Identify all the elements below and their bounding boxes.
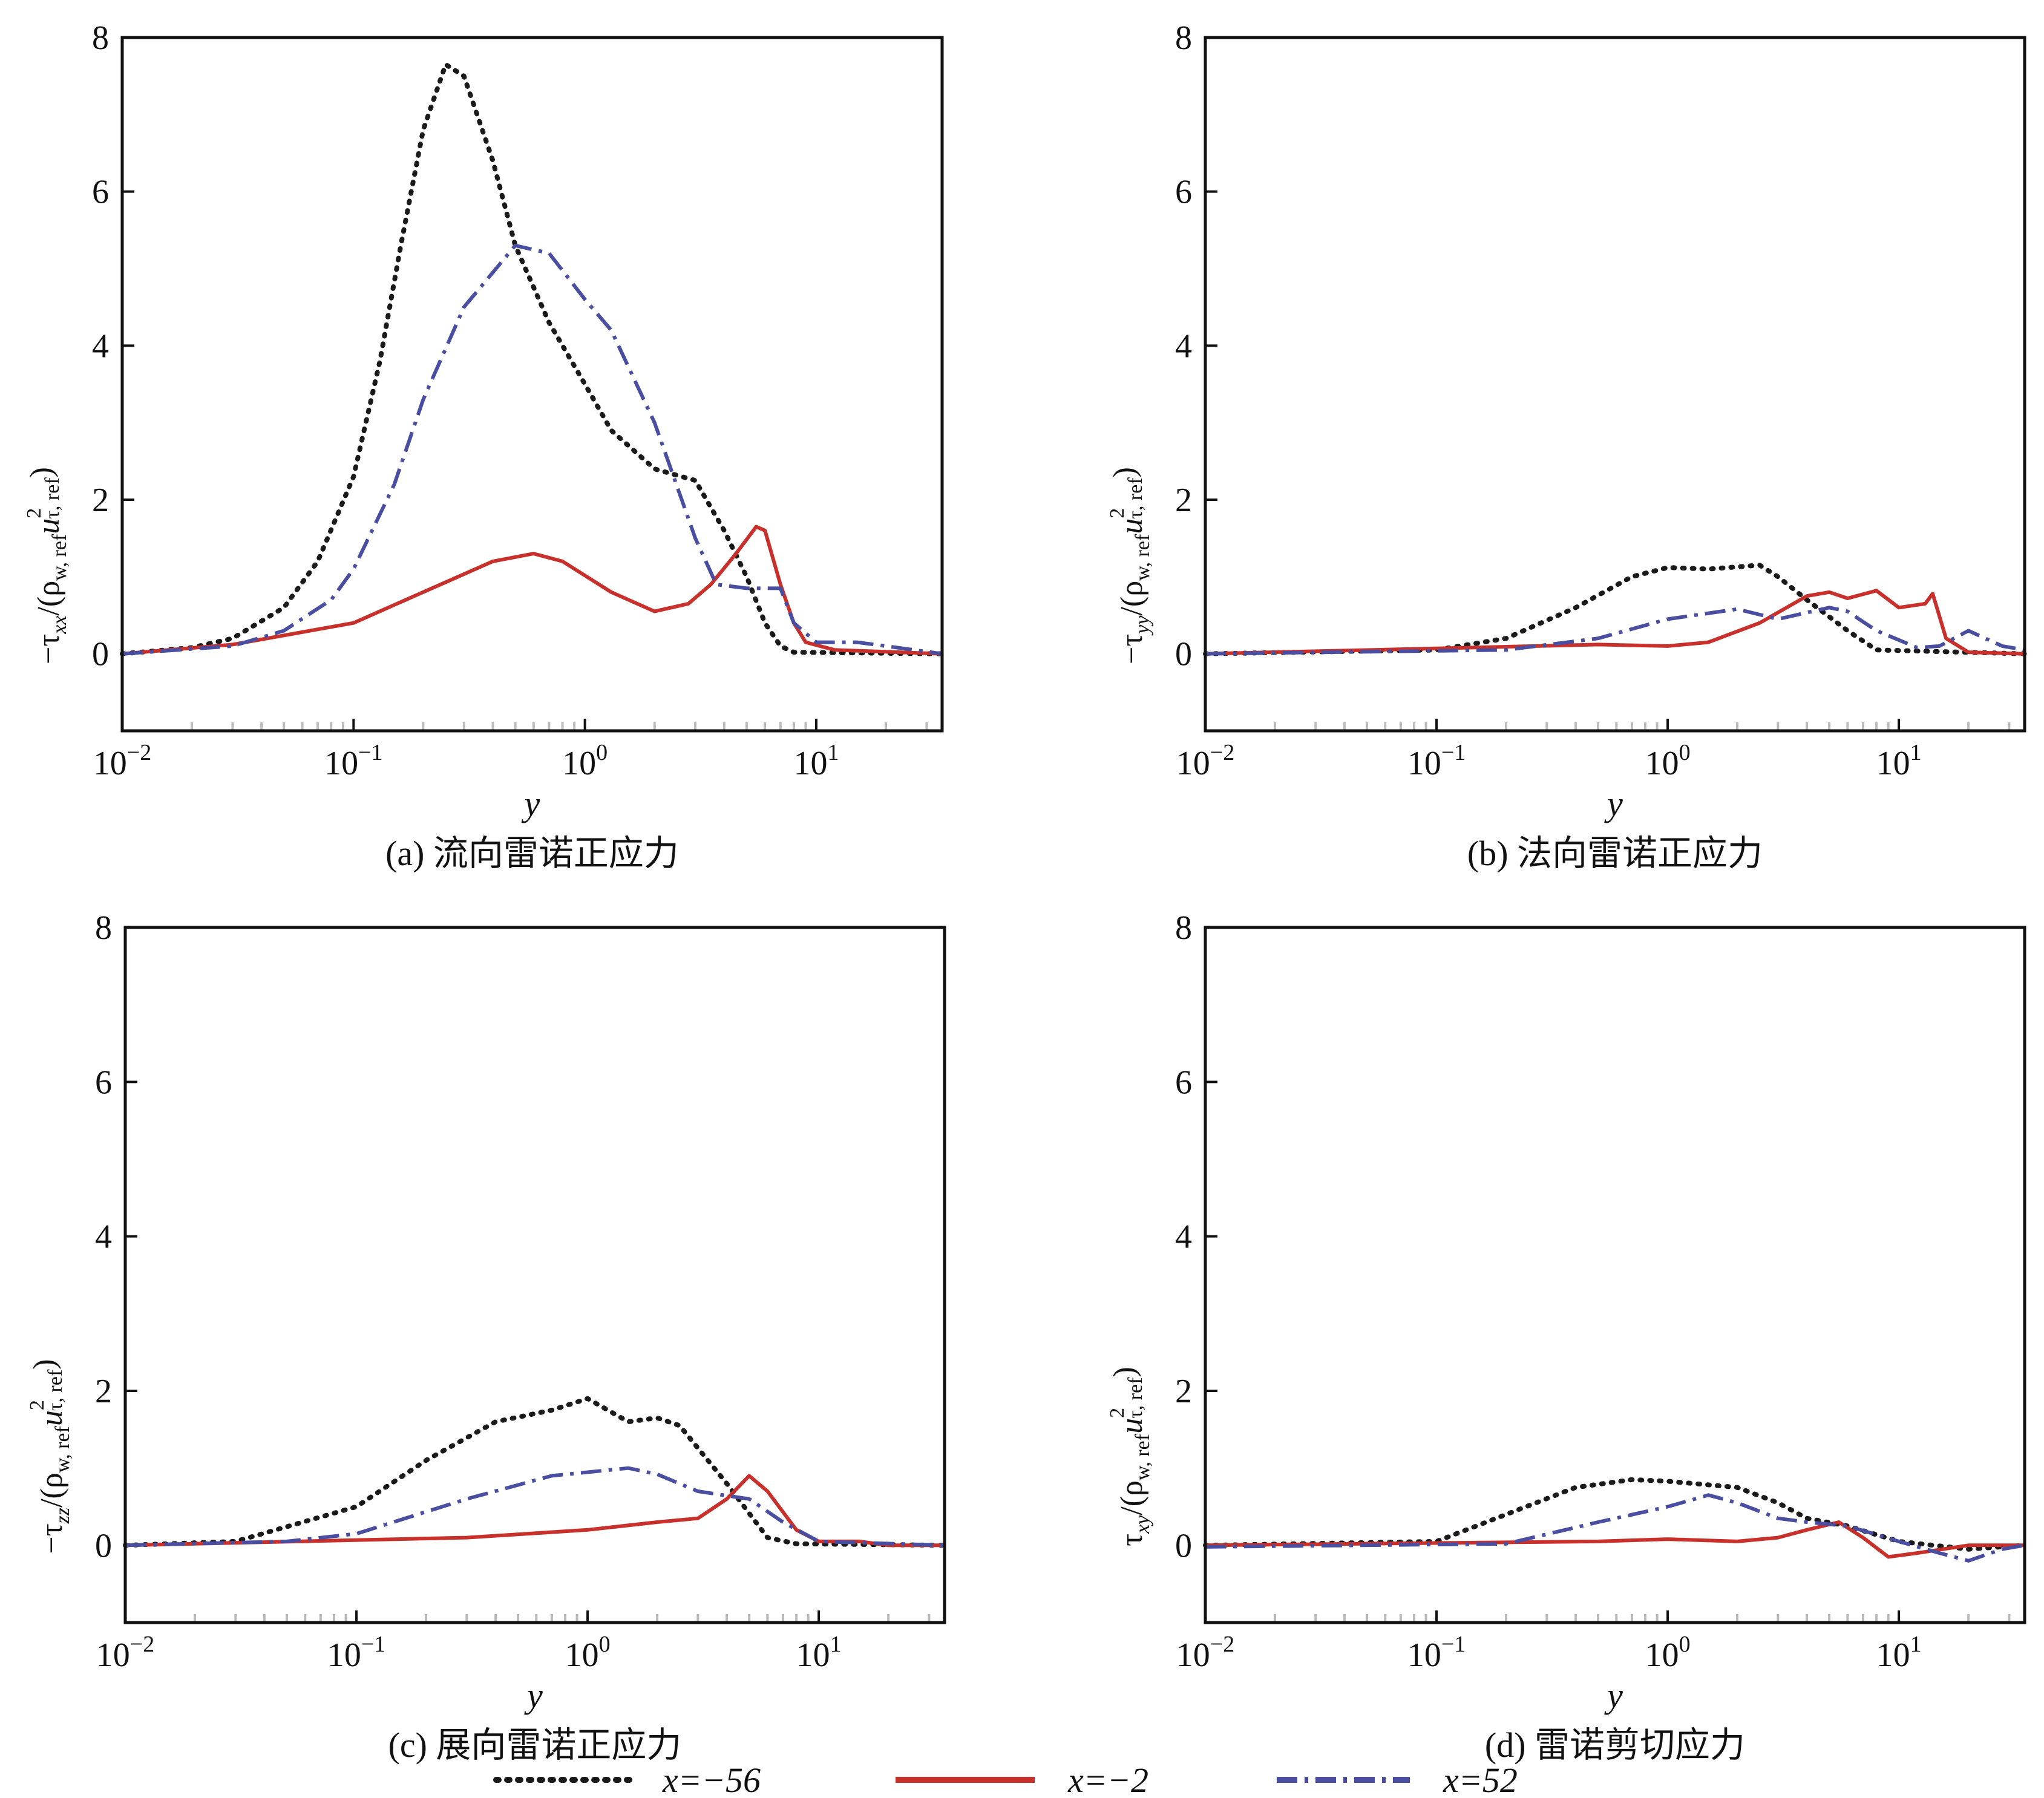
x-axis-label: y: [1604, 784, 1623, 823]
panel-caption: (b) 法向雷诺正应力: [1467, 834, 1763, 873]
plot-frame: [120, 36, 944, 733]
panel-b: 10−2 10−1 100 101 0 2 4 6 8 y (b) 法向雷诺正应力 −τyy/(ρw,…: [1106, 19, 2027, 873]
x-tick-label: 10−1: [324, 740, 382, 782]
x-tick-label: 101: [793, 740, 839, 782]
y-tick-label: 0: [95, 1527, 112, 1564]
series-line-x56: [1203, 563, 2027, 656]
series-line-x52: [1205, 1493, 2025, 1563]
y-tick-label: 0: [92, 636, 109, 673]
y-tick-label: 8: [95, 909, 112, 947]
x-tick-label: 10−2: [1176, 740, 1234, 782]
x-tick-label: 101: [796, 1632, 842, 1674]
x-tick-label: 10−1: [1407, 740, 1466, 782]
x-tick-label: 10−2: [96, 1632, 154, 1674]
y-tick-label: 6: [95, 1064, 112, 1101]
x-tick-label: 10−1: [1407, 1632, 1466, 1674]
x-axis-label: y: [522, 784, 540, 823]
series-line-x2: [122, 525, 943, 656]
series-line-x52: [122, 243, 943, 656]
series-line-x2: [1205, 1520, 2025, 1559]
y-tick-label: 6: [1175, 174, 1192, 211]
x-axis-label: y: [1604, 1676, 1623, 1715]
y-axis-label: −τzz/(ρw, refu2τ, ref): [26, 1359, 74, 1554]
plot-frame: [123, 926, 946, 1624]
x-tick-label: 100: [1645, 1632, 1691, 1674]
legend-label: x=52: [1443, 1760, 1518, 1798]
y-tick-label: 4: [95, 1218, 112, 1256]
series-line-x56: [120, 62, 945, 656]
panel-c: 10−2 10−1 100 101 0 2 4 6 8 y (c) 展向雷诺正应力 −τzz/(ρw,…: [26, 909, 947, 1765]
y-axis-label: −τxx/(ρw, refu2τ, ref): [23, 467, 71, 664]
panel-d: 10−2 10−1 100 101 0 2 4 6 8 y (d) 雷诺剪切应力 τxy/(ρw, r…: [1106, 909, 2027, 1765]
y-tick-label: 0: [1175, 636, 1192, 673]
y-tick-label: 2: [92, 482, 109, 519]
x-axis-label: y: [524, 1676, 543, 1715]
series-line-x2: [125, 1474, 945, 1548]
y-tick-label: 6: [1175, 1064, 1192, 1101]
panel-caption: (c) 展向雷诺正应力: [388, 1725, 682, 1765]
y-tick-label: 8: [92, 19, 109, 57]
series-line-x2: [1205, 589, 2025, 656]
x-tick-label: 100: [1645, 740, 1691, 782]
y-tick-label: 2: [1175, 482, 1192, 519]
series-line-x56: [1203, 1477, 2027, 1552]
x-tick-label: 100: [562, 740, 608, 782]
y-tick-label: 4: [1175, 327, 1192, 365]
y-tick-label: 2: [1175, 1373, 1192, 1410]
series-line-x56: [123, 1396, 947, 1548]
panel-caption: (a) 流向雷诺正应力: [385, 834, 679, 873]
y-tick-label: 8: [1175, 909, 1192, 947]
x-tick-label: 10−1: [327, 1632, 385, 1674]
panel-a: 10−2 10−1 100 101 0 2 4 6 8 y (a) 流向雷诺正应力 −τxx/(ρw,…: [23, 19, 945, 873]
y-tick-label: 4: [1175, 1218, 1192, 1256]
plot-frame: [1204, 36, 2026, 733]
legend-label: x=−2: [1067, 1760, 1148, 1798]
y-axis-label: −τyy/(ρw, refu2τ, ref): [1106, 467, 1154, 664]
legend-label: x=−56: [662, 1760, 761, 1798]
y-tick-label: 6: [92, 174, 109, 211]
x-tick-label: 101: [1876, 1632, 1922, 1674]
y-tick-label: 0: [1175, 1527, 1192, 1564]
series-line-x52: [1205, 606, 2025, 656]
x-tick-label: 10−2: [1176, 1632, 1234, 1674]
x-tick-label: 100: [565, 1632, 611, 1674]
legend: x=−56 x=−2 x=52: [493, 1760, 1518, 1798]
panel-caption: (d) 雷诺剪切应力: [1485, 1725, 1745, 1765]
y-tick-label: 4: [92, 327, 109, 365]
plot-frame: [1204, 926, 2026, 1624]
y-axis-label: τxy/(ρw, refu2τ, ref): [1106, 1367, 1154, 1546]
x-tick-label: 101: [1876, 740, 1922, 782]
y-tick-label: 2: [95, 1373, 112, 1410]
x-tick-label: 10−2: [93, 740, 151, 782]
y-tick-label: 8: [1175, 19, 1192, 57]
